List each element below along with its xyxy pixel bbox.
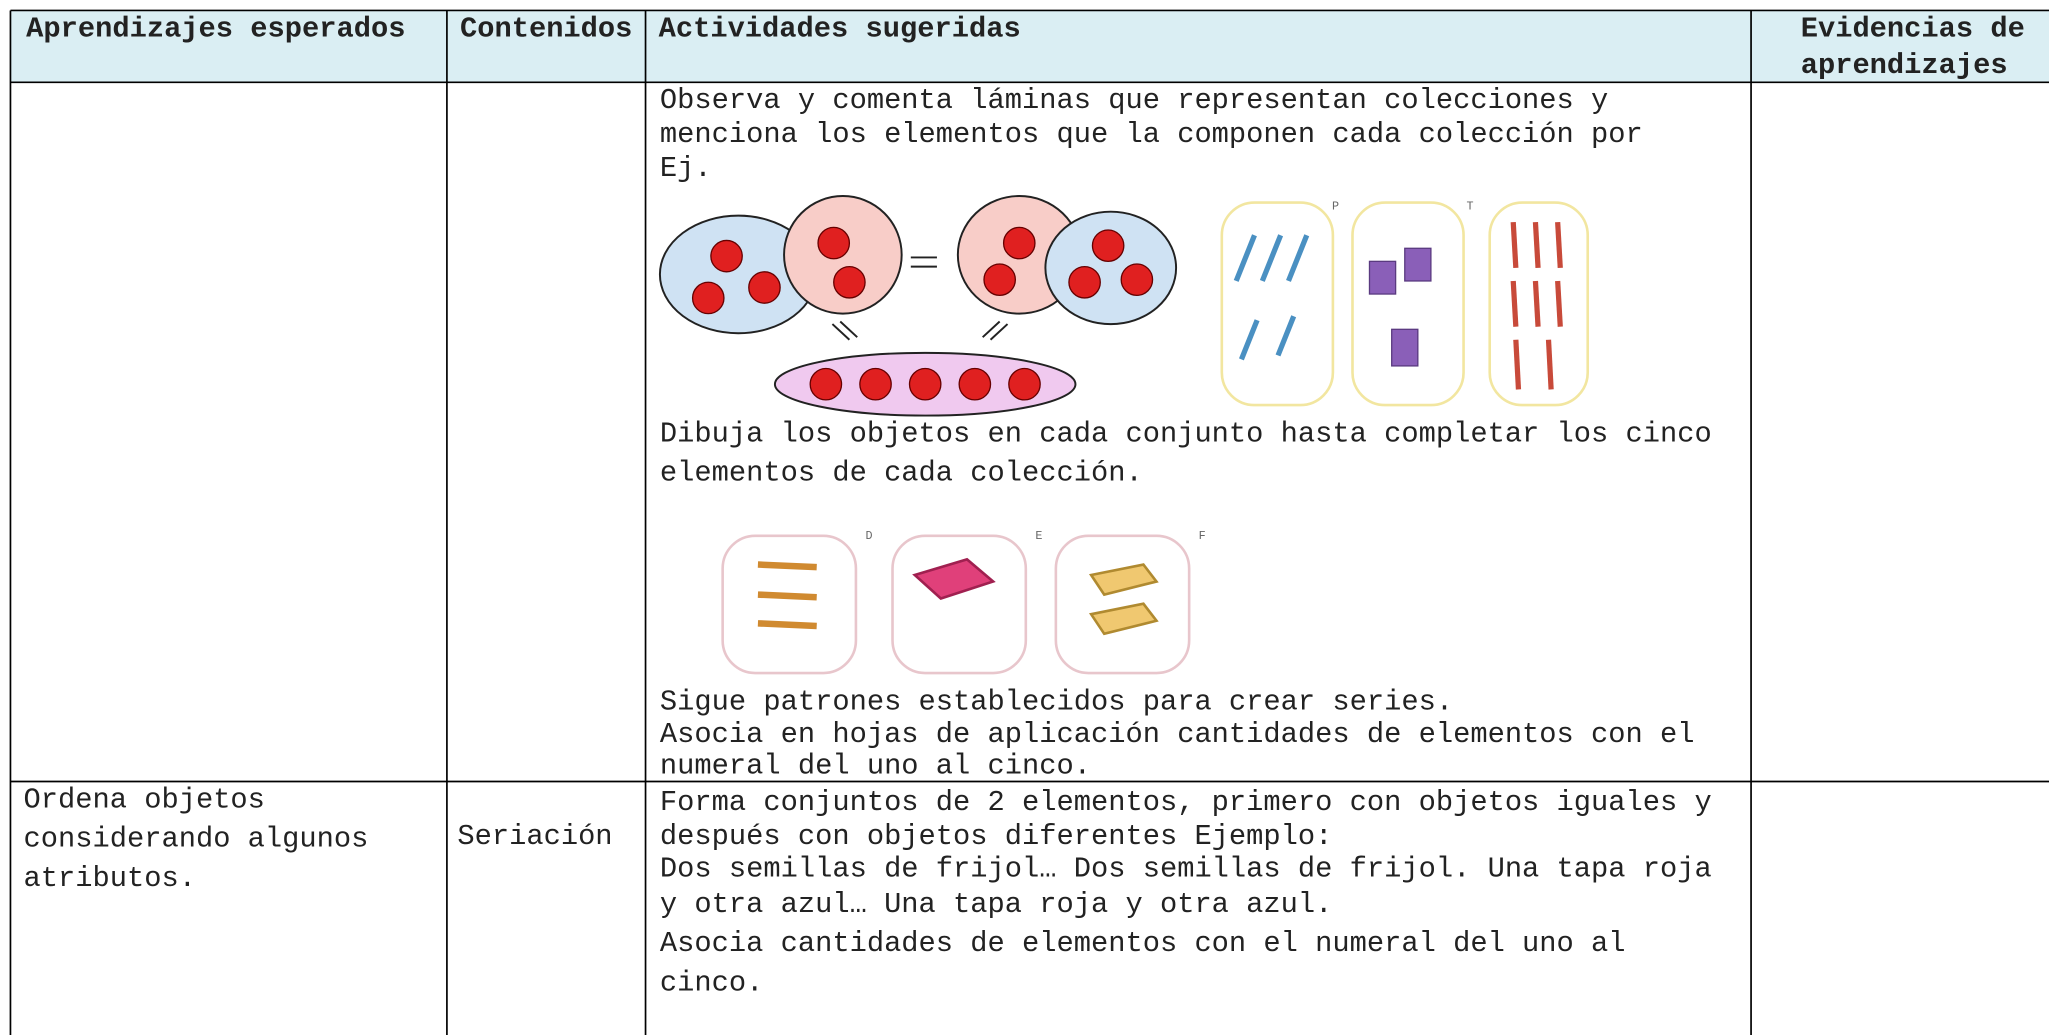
header-cell: aprendizajes — [1801, 49, 2008, 82]
activity-line: Dibuja los objetos en cada conjunto hast… — [660, 417, 1712, 450]
objects-sets-illustration — [1220, 201, 1590, 407]
activity-line: Sigue patrones establecidos para crear s… — [660, 685, 1453, 718]
content-cell: Seriación — [457, 820, 612, 853]
figure-label: P — [1332, 200, 1339, 214]
header-cell: Actividades sugeridas — [659, 12, 1021, 45]
apple-sets-illustration — [658, 195, 1178, 417]
figure-label: D — [865, 529, 872, 543]
activity-line: numeral del uno al cinco. — [660, 749, 1091, 782]
activity-line: después con objetos diferentes Ejemplo: — [660, 820, 1332, 853]
learning-line: considerando algunos — [24, 823, 369, 856]
header-bg — [10, 10, 2049, 83]
figure-label: E — [1035, 529, 1042, 543]
header-cell: Evidencias de — [1801, 12, 2025, 45]
activity-line: y otra azul… Una tapa roja y otra azul. — [660, 888, 1332, 921]
table-grid — [9, 9, 2049, 1035]
complete-sets-illustration — [721, 534, 1191, 675]
learning-line: atributos. — [24, 862, 196, 895]
text-layer: Aprendizajes esperados Contenidos Activida… — [24, 12, 2025, 999]
header-cell: Aprendizajes esperados — [26, 12, 405, 45]
activity-line: Forma conjuntos de 2 elementos, primero … — [660, 786, 1712, 819]
activity-line: Asocia en hojas de aplicación cantidades… — [660, 718, 1695, 751]
activity-line: cinco. — [660, 966, 763, 999]
activity-line: Observa y comenta láminas que representa… — [660, 84, 1608, 117]
figure-label: F — [1199, 529, 1206, 543]
activity-line: Ej. — [660, 152, 712, 185]
figure-label: T — [1467, 200, 1474, 214]
header-cell: Contenidos — [460, 12, 632, 45]
activity-line: Asocia cantidades de elementos con el nu… — [660, 927, 1626, 960]
activity-line: elementos de cada colección. — [660, 457, 1143, 490]
activity-line: menciona los elementos que la componen c… — [660, 118, 1643, 151]
activity-line: Dos semillas de frijol… Dos semillas de … — [660, 853, 1712, 886]
learning-line: Ordena objetos — [24, 783, 265, 816]
